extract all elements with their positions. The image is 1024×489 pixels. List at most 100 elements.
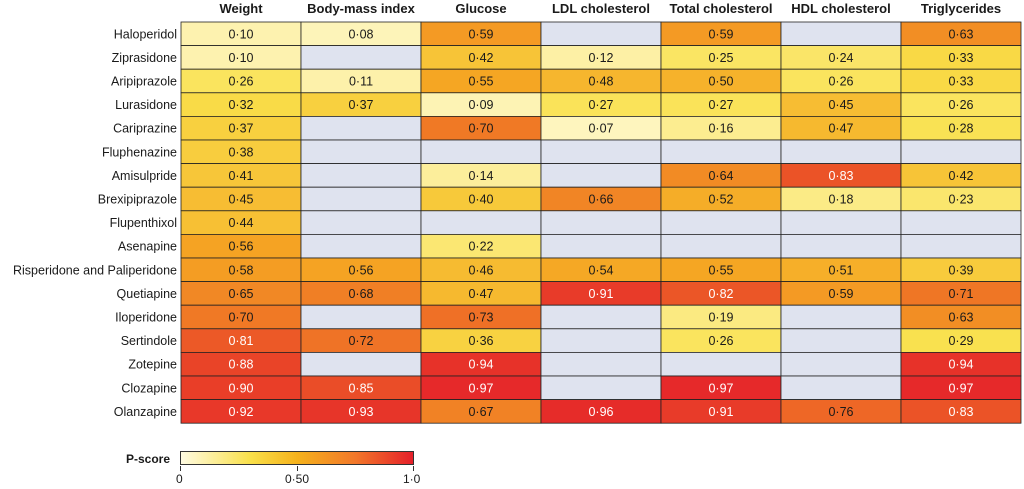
legend-title: P-score (126, 452, 171, 466)
cell-value-label: 0·42 (468, 51, 493, 65)
row-label-lurasidone: Lurasidone (115, 98, 177, 112)
cell-value-label: 0·63 (948, 311, 973, 325)
row-label-olanzapine: Olanzapine (114, 405, 177, 419)
cell-value-label: 0·26 (228, 75, 253, 89)
cell-value-label: 0·90 (228, 381, 253, 395)
row-label-asenapine: Asenapine (118, 240, 177, 254)
row-label-zotepine: Zotepine (128, 358, 177, 372)
cell-value-label: 0·52 (708, 193, 733, 207)
heatmap-cell-empty (540, 233, 662, 259)
column-header-body-mass-index: Body-mass index (307, 1, 415, 16)
cell-value-label: 0·26 (828, 75, 853, 89)
cell-value-label: 0·16 (708, 122, 733, 136)
cell-value-label: 0·51 (828, 263, 853, 277)
cell-value-label: 0·85 (348, 381, 373, 395)
cell-value-label: 0·39 (948, 263, 973, 277)
cell-value-label: 0·65 (228, 287, 253, 301)
cell-value-label: 0·76 (828, 405, 853, 419)
cell-value-label: 0·97 (708, 381, 733, 395)
row-label-iloperidone: Iloperidone (115, 311, 177, 325)
cell-value-label: 0·47 (468, 287, 493, 301)
cell-value-label: 0·63 (948, 27, 973, 41)
cell-value-label: 0·26 (708, 334, 733, 348)
cell-value-label: 0·91 (588, 287, 613, 301)
cell-value-label: 0·59 (708, 27, 733, 41)
cell-value-label: 0·45 (828, 98, 853, 112)
cell-value-label: 0·70 (468, 122, 493, 136)
heatmap-cell-empty (780, 375, 902, 401)
heatmap-cell-empty (300, 351, 422, 377)
cell-value-label: 0·72 (348, 334, 373, 348)
cell-value-label: 0·37 (228, 122, 253, 136)
heatmap-cell-empty (300, 163, 422, 188)
cell-value-label: 0·46 (468, 263, 493, 277)
heatmap-cell-empty (540, 163, 662, 188)
column-header-total-cholesterol: Total cholesterol (669, 1, 772, 16)
heatmap-cell-empty (660, 233, 782, 259)
row-label-fluphenazine: Fluphenazine (102, 145, 177, 159)
cell-value-label: 0·23 (948, 193, 973, 207)
cell-value-label: 0·88 (228, 358, 253, 372)
cell-value-label: 0·09 (468, 98, 493, 112)
cell-value-label: 0·41 (228, 169, 253, 183)
heatmap-cell-empty (540, 351, 662, 377)
cell-value-label: 0·10 (228, 51, 253, 65)
cell-value-label: 0·94 (948, 358, 973, 372)
cell-value-label: 0·66 (588, 193, 613, 207)
cell-value-label: 0·68 (348, 287, 373, 301)
heatmap-cell-empty (540, 139, 662, 165)
heatmap-cell-empty (780, 328, 902, 353)
cell-value-label: 0·50 (708, 75, 733, 89)
cell-value-label: 0·82 (708, 287, 733, 301)
cell-value-label: 0·55 (468, 75, 493, 89)
heatmap-cell-empty (780, 21, 902, 47)
row-label-ziprasidone: Ziprasidone (112, 51, 177, 65)
legend-tick-mark (297, 466, 298, 471)
cell-value-label: 0·56 (228, 240, 253, 254)
cell-value-label: 0·83 (828, 169, 853, 183)
heatmap-cell-empty (420, 210, 542, 235)
column-header-weight: Weight (219, 1, 263, 16)
cell-value-label: 0·70 (228, 311, 253, 325)
cell-value-label: 0·54 (588, 263, 613, 277)
cell-value-label: 0·45 (228, 193, 253, 207)
heatmap-cell-empty (780, 304, 902, 330)
heatmap-cell-empty (540, 210, 662, 235)
cell-value-label: 0·36 (468, 334, 493, 348)
heatmap-cell-empty (300, 116, 422, 141)
heatmap-cell-empty (300, 186, 422, 212)
cell-value-label: 0·59 (468, 27, 493, 41)
heatmap-cell-empty (660, 351, 782, 377)
cell-value-label: 0·37 (348, 98, 373, 112)
cell-value-label: 0·24 (828, 51, 853, 65)
heatmap-cell (900, 399, 1022, 424)
cell-value-label: 0·73 (468, 311, 493, 325)
cell-value-label: 0·67 (468, 405, 493, 419)
heatmap-cell-empty (780, 351, 902, 377)
cell-value-label: 0·32 (228, 98, 253, 112)
heatmap-cell-empty (420, 139, 542, 165)
cell-value-label: 0·27 (708, 98, 733, 112)
cell-value-label: 0·12 (588, 51, 613, 65)
cell-value-label: 0·83 (948, 405, 973, 419)
cell-value-label: 0·10 (228, 27, 253, 41)
cell-value-label: 0·14 (468, 169, 493, 183)
cell-value-label: 0·40 (468, 193, 493, 207)
heatmap-cell-empty (780, 210, 902, 235)
cell-value-label: 0·22 (468, 240, 493, 254)
cell-value-label: 0·94 (468, 358, 493, 372)
cell-value-label: 0·26 (948, 98, 973, 112)
column-header-hdl-cholesterol: HDL cholesterol (791, 1, 890, 16)
cell-value-label: 0·11 (349, 75, 373, 89)
row-label-brexipiprazole: Brexipiprazole (98, 193, 177, 207)
cell-value-label: 0·91 (708, 405, 733, 419)
row-label-haloperidol: Haloperidol (114, 27, 177, 41)
cell-value-label: 0·96 (588, 405, 613, 419)
heatmap-cell-empty (300, 304, 422, 330)
cell-value-label: 0·33 (948, 51, 973, 65)
cell-value-label: 0·08 (348, 27, 373, 41)
cell-value-label: 0·47 (828, 122, 853, 136)
legend-tick-mark (180, 466, 181, 471)
heatmap-cell-empty (300, 233, 422, 259)
